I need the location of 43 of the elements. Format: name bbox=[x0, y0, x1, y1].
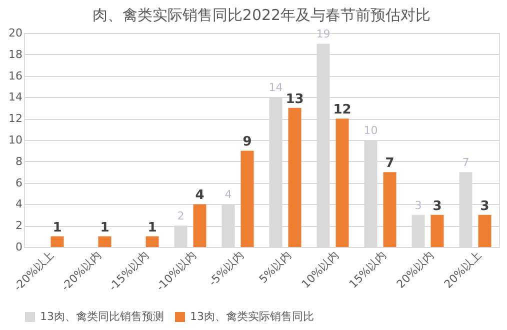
y-tick-label: 4 bbox=[16, 198, 22, 211]
y-tick-label: 10 bbox=[8, 134, 22, 146]
bar bbox=[50, 236, 64, 247]
bar bbox=[430, 214, 444, 247]
data-label: 3 bbox=[480, 198, 490, 214]
bar bbox=[478, 214, 492, 247]
data-label: 7 bbox=[385, 156, 394, 172]
bar bbox=[336, 118, 349, 247]
chart-title: 肉、禽类实际销售同比2022年及与春节前预估对比 bbox=[92, 6, 431, 24]
data-label: 9 bbox=[242, 134, 252, 150]
data-label: 4 bbox=[224, 188, 232, 202]
y-tick-label: 6 bbox=[16, 176, 22, 190]
bar bbox=[193, 204, 206, 247]
y-tick-label: 18 bbox=[8, 48, 22, 61]
x-tick-label: -5%以内 bbox=[206, 248, 246, 289]
legend-label: 13肉、禽类同比销售预测 bbox=[40, 310, 164, 323]
y-tick-label: 8 bbox=[16, 154, 22, 168]
bar bbox=[146, 236, 159, 247]
bar bbox=[383, 172, 396, 247]
data-label: 10 bbox=[364, 124, 378, 137]
data-label: 3 bbox=[432, 198, 442, 214]
data-label: 7 bbox=[462, 156, 470, 170]
data-label: 13 bbox=[286, 92, 304, 107]
y-tick-label: 20 bbox=[8, 26, 22, 40]
y-tick-label: 12 bbox=[8, 112, 22, 126]
data-label: 1 bbox=[52, 220, 62, 236]
bar bbox=[288, 108, 302, 247]
legend-label: 13肉、禽类实际销售同比 bbox=[190, 310, 314, 323]
y-tick-label: 14 bbox=[8, 90, 22, 104]
y-tick-label: 0 bbox=[16, 240, 22, 254]
data-label: 3 bbox=[414, 198, 422, 212]
data-label: 2 bbox=[177, 210, 184, 223]
data-label: 4 bbox=[195, 188, 204, 204]
data-label: 19 bbox=[316, 28, 330, 41]
bar bbox=[98, 236, 112, 247]
data-label: 12 bbox=[333, 102, 352, 118]
data-label: 1 bbox=[100, 220, 110, 236]
data-label: 14 bbox=[268, 81, 283, 94]
y-tick-label: 2 bbox=[16, 219, 22, 232]
bar bbox=[240, 150, 254, 247]
y-tick-label: 16 bbox=[8, 69, 22, 82]
x-tick-label: 5%以内 bbox=[256, 248, 294, 286]
data-label: 1 bbox=[148, 220, 157, 236]
